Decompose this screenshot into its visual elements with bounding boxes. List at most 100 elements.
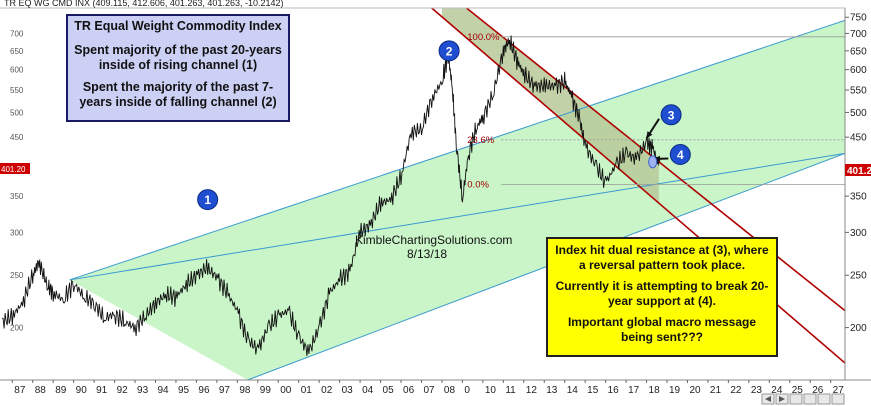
chevron-left-icon (765, 396, 771, 402)
note-box-line-3: Important global macro message being sen… (567, 315, 757, 344)
arrow-head-icon (653, 155, 661, 162)
x-tick-label: 15 (587, 385, 599, 396)
x-tick-label: 18 (649, 385, 661, 396)
note-box-line-1: Index hit dual resistance at (3), where … (555, 243, 769, 272)
note-box-line-2: Currently it is attempting to break 20-y… (555, 279, 769, 308)
arrow-head-icon (646, 131, 653, 139)
y-left-tick-label: 500 (10, 108, 24, 117)
x-tick-label: 89 (55, 385, 67, 396)
y-tick-label: 650 (850, 46, 867, 57)
x-tick-label: 26 (812, 385, 824, 396)
x-tick-label: 08 (444, 385, 456, 396)
x-tick-label: 07 (423, 385, 435, 396)
price-layer (1, 35, 660, 357)
channel-badge-label: 4 (677, 148, 684, 162)
x-tick-label: 17 (628, 385, 640, 396)
y-left-tick-label: 600 (10, 66, 24, 75)
x-tick-label: 95 (178, 385, 190, 396)
y-tick-label: 450 (850, 133, 867, 144)
y-left-tick-label: 550 (10, 86, 24, 95)
note-box: Index hit dual resistance at (3), where … (546, 237, 778, 357)
last-price-flag-text: 401.2 (847, 166, 871, 177)
y-tick-label: 200 (850, 323, 867, 334)
y-tick-label: 300 (850, 228, 867, 239)
y-tick-label: 500 (850, 108, 867, 119)
x-tick-label: 23 (751, 385, 763, 396)
fib-level-label: 100.0% (467, 32, 500, 43)
watermark-date: 8/13/18 (407, 247, 447, 261)
left-price-flag-text: 401.20 (1, 165, 26, 174)
x-tick-label: 22 (730, 385, 742, 396)
falling-channel-fill (441, 8, 659, 204)
left-price-flag (0, 163, 30, 174)
x-tick-label: 24 (771, 385, 783, 396)
x-tick-label: 11 (505, 385, 516, 396)
watermark-site: KimbleChartingSolutions.com (355, 233, 512, 247)
y-left-tick-label: 350 (10, 192, 24, 201)
x-tick-label: 04 (362, 385, 374, 396)
channel-badge-1 (197, 189, 219, 211)
scroll-settings-button[interactable] (831, 393, 845, 405)
y-left-tick-label: 300 (10, 228, 24, 237)
y-tick-label: 600 (850, 65, 867, 76)
x-tick-label: 96 (198, 385, 210, 396)
y-left-tick-label: 450 (10, 133, 24, 142)
channel-badge-label: 2 (446, 44, 453, 58)
x-tick-label: 21 (710, 385, 722, 396)
x-tick-label: 10 (485, 385, 497, 396)
x-tick-label: 05 (383, 385, 395, 396)
info-box: TR Equal Weight Commodity Index Spent ma… (66, 14, 290, 122)
x-tick-label: 12 (526, 385, 538, 396)
x-tick-label: 93 (137, 385, 149, 396)
y-left-tick-label: 650 (10, 47, 24, 56)
chevron-right-icon (779, 396, 785, 402)
y-left-tick-label: 250 (10, 271, 24, 280)
x-tick-label: 27 (833, 385, 845, 396)
x-tick-label: 99 (260, 385, 272, 396)
x-tick-label: 03 (342, 385, 354, 396)
x-tick-label: 98 (239, 385, 251, 396)
x-tick-label: 87 (14, 385, 26, 396)
price-series-line (1, 35, 660, 357)
x-tick-label: 90 (76, 385, 88, 396)
x-tick-label: 01 (301, 385, 313, 396)
rising-channel-upper-line (69, 19, 845, 281)
y-tick-label: 250 (850, 271, 867, 282)
y-left-tick-label: 200 (10, 324, 24, 333)
info-box-title: TR Equal Weight Commodity Index (74, 19, 282, 33)
fib-level-label: 23.6% (467, 135, 494, 146)
arrows-layer (645, 118, 669, 169)
scroll-zoom-in-button[interactable] (803, 393, 817, 405)
scroll-fit-button[interactable] (789, 393, 803, 405)
info-box-line-2: Spent the majority of the past 7-years i… (79, 80, 277, 109)
x-tick-label: 06 (403, 385, 415, 396)
channel-badge-3 (660, 104, 682, 126)
header-ohlc-text: TR EQ WG CMD INX (409.115, 412.606, 401.… (4, 0, 284, 8)
x-tick-label: 19 (669, 385, 681, 396)
y-left-tick-label: 700 (10, 29, 24, 38)
x-tick-label: 97 (219, 385, 231, 396)
scroll-arrows[interactable] (761, 393, 845, 405)
y-tick-label: 700 (850, 29, 867, 40)
x-tick-label: 92 (117, 385, 129, 396)
x-tick-label: 13 (546, 385, 558, 396)
x-tick-label: 25 (792, 385, 804, 396)
y-tick-label: 550 (850, 86, 867, 97)
channel-badge-label: 3 (668, 108, 675, 122)
x-tick-label: 20 (689, 385, 701, 396)
x-tick-label: 00 (280, 385, 292, 396)
last-price-flag (845, 164, 871, 176)
x-tick-label: 16 (608, 385, 620, 396)
y-tick-label: 750 (850, 13, 867, 24)
x-tick-label: 14 (567, 385, 579, 396)
y-tick-label: 350 (850, 192, 867, 203)
x-tick-label: 88 (35, 385, 47, 396)
rising-channel-middle-line (69, 152, 845, 281)
channel-badge-label: 1 (204, 193, 211, 207)
scroll-zoom-out-button[interactable] (817, 393, 831, 405)
x-tick-label: 0 (464, 385, 470, 396)
axes-layer: 7507006506005505004503503002502007006506… (0, 7, 871, 396)
rising-channel-fill (69, 20, 845, 380)
fib-level-label: 0.0% (467, 179, 489, 190)
fib-grid-layer: 100.0% 23.6% 0.0% (467, 32, 845, 190)
